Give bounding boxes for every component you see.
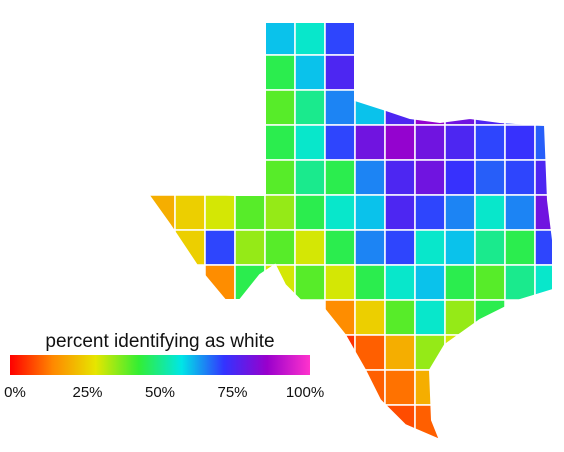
county-region (444, 159, 476, 196)
county-region (354, 229, 386, 266)
county-region (264, 22, 296, 56)
county-region (504, 89, 536, 126)
county-region (294, 159, 326, 196)
county-region (474, 194, 506, 231)
county-region (294, 89, 326, 126)
county-region (234, 229, 266, 266)
county-region (414, 159, 446, 196)
county-region (294, 229, 326, 266)
county-region (324, 194, 356, 231)
county-region (414, 229, 446, 266)
county-region (174, 194, 206, 231)
county-region (264, 89, 296, 126)
county-region (414, 124, 446, 161)
county-region (474, 124, 506, 161)
county-region (414, 264, 446, 301)
county-region (414, 299, 446, 336)
county-region (294, 54, 326, 91)
county-region (444, 124, 476, 161)
county-region (384, 124, 416, 161)
county-region (384, 159, 416, 196)
county-region (354, 334, 386, 371)
county-region (534, 159, 553, 196)
county-region (504, 194, 536, 231)
county-region (384, 264, 416, 301)
county-region (264, 194, 296, 231)
legend: 0% 25% 50% 75% 100% (4, 355, 324, 401)
county-region (294, 124, 326, 161)
county-region (474, 264, 506, 301)
county-region (264, 229, 296, 266)
county-region (324, 159, 356, 196)
county-region (354, 299, 386, 336)
county-region (384, 194, 416, 231)
texas-map (145, 22, 553, 440)
county-region (264, 264, 296, 301)
county-region (444, 229, 476, 266)
tick-label: 25% (72, 384, 102, 401)
county-region (324, 54, 356, 91)
county-region (174, 229, 206, 266)
county-region (324, 124, 356, 161)
county-region (444, 334, 476, 371)
county-region (444, 299, 476, 336)
county-region (264, 54, 296, 91)
tick-label: 50% (145, 384, 175, 401)
county-region (474, 229, 506, 266)
county-region (294, 264, 326, 301)
county-region (384, 299, 416, 336)
county-region (234, 194, 266, 231)
county-region (294, 194, 326, 231)
county-region (204, 229, 236, 266)
tick-label: 75% (217, 384, 247, 401)
county-region (204, 194, 236, 231)
county-region (324, 264, 356, 301)
county-region (504, 159, 536, 196)
county-region (504, 264, 536, 301)
county-region (384, 369, 416, 406)
county-region (444, 264, 476, 301)
county-region (324, 22, 356, 56)
county-region (444, 194, 476, 231)
county-region (474, 299, 506, 336)
county-region (444, 369, 476, 406)
county-region (324, 334, 356, 371)
county-region (384, 334, 416, 371)
county-region (324, 229, 356, 266)
county-region (264, 124, 296, 161)
colorbar (10, 355, 310, 375)
county-region (384, 89, 416, 126)
county-region (384, 229, 416, 266)
county-region (354, 124, 386, 161)
county-region (354, 159, 386, 196)
county-region (474, 159, 506, 196)
county-region (414, 194, 446, 231)
county-region (294, 22, 326, 56)
county-region (354, 194, 386, 231)
county-region (534, 89, 553, 126)
county-region (504, 229, 536, 266)
county-region (264, 159, 296, 196)
county-region (534, 124, 553, 161)
tick-label: 0% (4, 384, 26, 401)
state-outline (142, 21, 554, 442)
tick-label: 100% (286, 384, 324, 401)
county-region (504, 124, 536, 161)
county-region (534, 229, 553, 266)
county-region (234, 264, 266, 301)
county-region (354, 264, 386, 301)
county-region (324, 89, 356, 126)
legend-title: percent identifying as white (45, 331, 274, 352)
